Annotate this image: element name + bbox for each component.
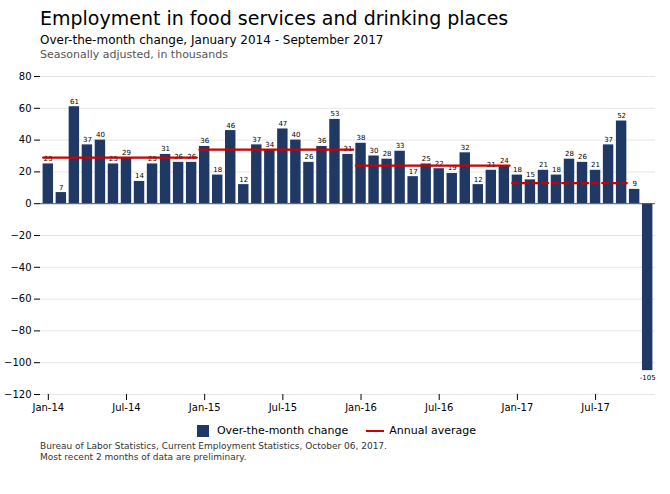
- svg-text:80: 80: [19, 71, 32, 82]
- svg-text:25: 25: [148, 155, 157, 163]
- svg-text:Jan-14: Jan-14: [31, 402, 64, 413]
- svg-text:18: 18: [213, 166, 222, 174]
- html-text:Bureau of Labor Statistics, Cu: Bureau of Labor Statistics, Current Empl…: [40, 441, 387, 462]
- svg-text:24: 24: [500, 157, 509, 165]
- svg-text:32: 32: [461, 144, 470, 152]
- svg-text:18: 18: [552, 166, 561, 174]
- svg-text:−120: −120: [4, 389, 31, 400]
- svg-text:18: 18: [513, 166, 522, 174]
- svg-text:37: 37: [252, 136, 261, 144]
- html-text:Seasonally adjusted, in thousa: Seasonally adjusted, in thousands: [40, 48, 228, 61]
- svg-text:9: 9: [632, 180, 636, 188]
- svg-text:28: 28: [383, 150, 392, 158]
- svg-text:21: 21: [539, 161, 548, 169]
- svg-text:Jul-14: Jul-14: [111, 402, 140, 413]
- svg-text:Jan-15: Jan-15: [188, 402, 221, 413]
- svg-text:−100: −100: [4, 357, 31, 368]
- svg-text:26: 26: [304, 153, 313, 161]
- svg-text:12: 12: [474, 176, 483, 184]
- svg-text:Jul-16: Jul-16: [424, 402, 453, 413]
- html-text:Over-the-month change: Over-the-month change: [216, 424, 349, 437]
- svg-text:Jul-17: Jul-17: [580, 402, 609, 413]
- svg-text:-105: -105: [640, 374, 656, 382]
- svg-text:60: 60: [19, 103, 32, 114]
- svg-text:25: 25: [109, 155, 118, 163]
- svg-text:40: 40: [96, 131, 105, 139]
- svg-text:−40: −40: [10, 262, 31, 273]
- svg-text:Jan-16: Jan-16: [344, 402, 377, 413]
- svg-text:7: 7: [59, 184, 63, 192]
- html-text:Over-the-month change, January: Over-the-month change, January 2014 - Se…: [40, 33, 384, 47]
- svg-text:15: 15: [526, 171, 535, 179]
- svg-text:46: 46: [226, 122, 235, 130]
- svg-text:28: 28: [565, 150, 574, 158]
- svg-text:25: 25: [44, 155, 53, 163]
- svg-text:−60: −60: [10, 293, 31, 304]
- svg-text:37: 37: [83, 136, 92, 144]
- svg-text:−20: −20: [10, 230, 31, 241]
- svg-text:12: 12: [239, 176, 248, 184]
- svg-text:25: 25: [422, 155, 431, 163]
- svg-text:Jul-15: Jul-15: [268, 402, 297, 413]
- html-text:Employment in food services an: Employment in food services and drinking…: [40, 7, 509, 29]
- svg-text:37: 37: [604, 136, 613, 144]
- svg-text:40: 40: [19, 134, 32, 145]
- html-text:Annual average: Annual average: [389, 424, 477, 437]
- html-text:26 26: 26 26: [174, 153, 197, 162]
- svg-text:22: 22: [434, 159, 444, 168]
- svg-text:53: 53: [331, 110, 340, 118]
- svg-text:19: 19: [447, 164, 457, 173]
- svg-text:52: 52: [617, 112, 626, 120]
- svg-text:26: 26: [578, 153, 587, 161]
- svg-text:21: 21: [591, 161, 600, 169]
- svg-text:30: 30: [370, 147, 379, 155]
- svg-text:61: 61: [70, 98, 79, 106]
- svg-text:36: 36: [200, 137, 209, 145]
- svg-text:31: 31: [343, 145, 353, 154]
- svg-text:14: 14: [135, 172, 144, 180]
- svg-text:21: 21: [486, 161, 496, 170]
- svg-text:20: 20: [19, 166, 32, 177]
- svg-text:29: 29: [122, 149, 131, 157]
- svg-text:31: 31: [161, 145, 170, 153]
- svg-text:38: 38: [357, 134, 366, 142]
- svg-text:−80: −80: [10, 325, 31, 336]
- svg-text:Jan-17: Jan-17: [501, 402, 534, 413]
- svg-text:47: 47: [278, 120, 287, 128]
- svg-text:36: 36: [317, 137, 326, 145]
- svg-text:40: 40: [291, 131, 300, 139]
- svg-text:34: 34: [265, 141, 274, 149]
- svg-text:17: 17: [409, 168, 418, 176]
- svg-text:33: 33: [396, 142, 405, 150]
- svg-text:0: 0: [25, 198, 31, 209]
